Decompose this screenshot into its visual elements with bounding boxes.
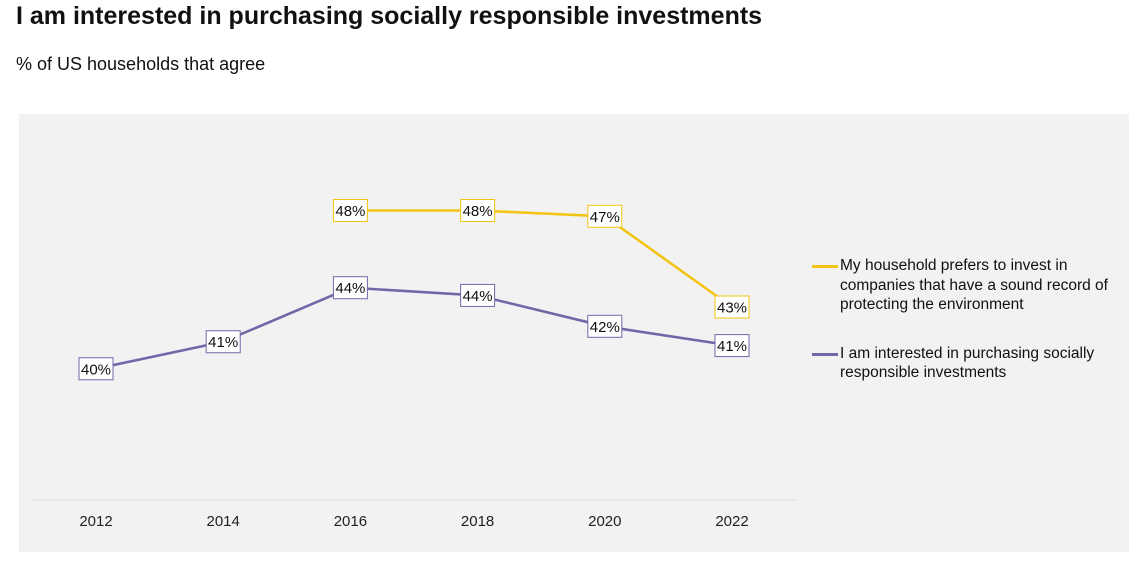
data-label-box — [332, 199, 368, 222]
data-label-box — [714, 295, 750, 319]
x-tick-label-2020: 2020 — [588, 513, 621, 530]
data-label-text: 44% — [463, 288, 493, 305]
legend-label-socially-responsible: I am interested in purchasing socially r… — [840, 344, 1095, 382]
data-label-text: 41% — [208, 334, 238, 351]
data-label-s1-2020: 42% — [587, 314, 623, 338]
data-label-s0-2022: 43% — [714, 295, 750, 319]
data-label-box — [460, 199, 496, 222]
data-label-s0-2020: 47% — [587, 204, 623, 228]
x-tick-label-2012: 2012 — [79, 513, 112, 530]
data-label-text: 42% — [590, 319, 620, 336]
legend-item-socially-responsible: I am interested in purchasing socially r… — [812, 344, 1132, 383]
series-line-0 — [349, 209, 734, 309]
data-label-layer: 48% 48% 47% 43% 40% 41% 44% 44% 42% 41% — [78, 199, 750, 381]
data-label-text: 43% — [717, 300, 747, 317]
plot-panel — [19, 114, 1129, 552]
legend-label-environment: My household prefers to invest in compan… — [840, 257, 1108, 313]
data-label-text: 48% — [335, 203, 365, 220]
data-label-box — [587, 204, 623, 228]
data-label-s1-2016: 44% — [332, 276, 368, 300]
x-tick-label-2016: 2016 — [334, 513, 367, 530]
x-tick-label-2014: 2014 — [207, 513, 240, 530]
data-label-s1-2018: 44% — [460, 283, 496, 307]
data-label-box — [460, 283, 496, 307]
data-label-box — [714, 334, 750, 358]
data-label-box — [205, 330, 241, 354]
data-label-s0-2016: 48% — [332, 199, 368, 222]
legend-item-environment: My household prefers to invest in compan… — [812, 256, 1132, 315]
legend-swatch-socially-responsible — [812, 352, 838, 356]
data-label-text: 44% — [335, 280, 365, 297]
data-label-box — [587, 314, 623, 338]
x-tick-layer: 2012 2014 2016 2018 2020 2022 — [79, 513, 748, 530]
series-line-1 — [94, 286, 734, 371]
x-tick-label-2018: 2018 — [461, 513, 494, 530]
data-label-box — [78, 357, 114, 381]
data-label-s0-2018: 48% — [460, 199, 496, 222]
chart-title: I am interested in purchasing socially r… — [16, 2, 763, 30]
data-label-text: 47% — [590, 209, 620, 226]
legend-swatch-environment — [812, 265, 838, 268]
data-label-box — [332, 276, 368, 300]
data-label-s1-2022: 41% — [714, 334, 750, 358]
x-tick-label-2022: 2022 — [715, 513, 748, 530]
legend: My household prefers to invest in compan… — [812, 256, 1132, 383]
chart-subtitle: % of US households that agree — [16, 54, 266, 74]
data-label-s1-2012: 40% — [78, 357, 114, 381]
data-label-s1-2014: 41% — [205, 330, 241, 354]
data-label-text: 40% — [81, 361, 111, 378]
data-label-text: 41% — [717, 338, 747, 355]
data-label-text: 48% — [463, 203, 493, 220]
series-layer — [94, 209, 734, 371]
